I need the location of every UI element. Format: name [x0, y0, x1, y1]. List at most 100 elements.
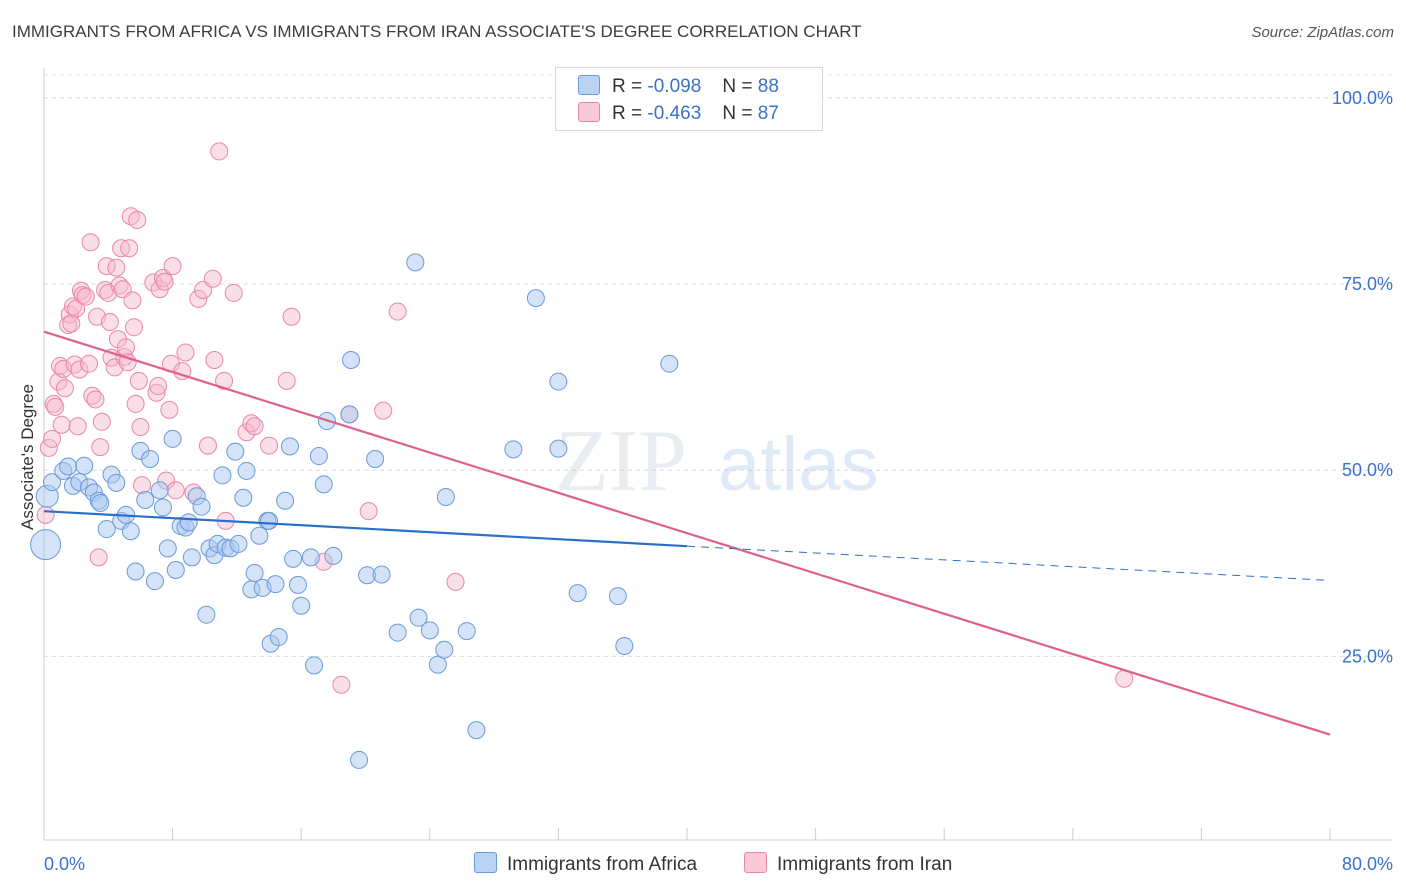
bottom-legend-label-iran: Immigrants from Iran [777, 854, 953, 875]
africa-point-30 [179, 513, 198, 532]
iran-point-41 [116, 338, 135, 357]
africa-point-47 [250, 526, 269, 545]
legend-iran-r-label: R = [612, 103, 643, 124]
iran-point-50 [131, 418, 150, 437]
africa-point-0 [30, 529, 62, 561]
africa-point-27 [166, 561, 185, 580]
iran-point-45 [123, 291, 142, 310]
africa-point-11 [91, 493, 110, 512]
iran-point-85 [374, 401, 393, 420]
africa-point-7 [75, 456, 94, 475]
iran-point-69 [203, 269, 222, 288]
africa-point-21 [141, 450, 160, 469]
bottom-legend-label-africa: Immigrants from Africa [507, 854, 698, 875]
iran-point-30 [97, 257, 116, 276]
africa-point-72 [409, 608, 428, 627]
iran-point-8 [54, 359, 73, 378]
legend-iran-n-value: 87 [757, 103, 779, 124]
watermark: ZIP atlas [555, 413, 879, 510]
legend-africa-n-value: 88 [757, 76, 779, 97]
africa-point-4 [59, 457, 78, 476]
iran-point-84 [359, 502, 378, 521]
source-label: Source: ZipAtlas.com [1251, 24, 1394, 41]
africa-point-86 [549, 439, 568, 458]
africa-point-79 [504, 440, 523, 459]
africa-point-24 [153, 498, 172, 517]
watermark-zip: ZIP [555, 413, 687, 510]
africa-point-22 [145, 572, 164, 591]
chart-title: IMMIGRANTS FROM AFRICA VS IMMIGRANTS FRO… [12, 22, 862, 41]
africa-point-34 [197, 605, 216, 624]
africa-point-25 [158, 539, 177, 558]
africa-point-85 [660, 354, 679, 373]
iran-point-70 [205, 350, 224, 369]
iran-point-6 [51, 356, 70, 375]
africa-point-2 [43, 473, 62, 492]
iran-point-76 [242, 414, 261, 433]
legend-africa-r-label: R = [612, 76, 643, 97]
africa-point-31 [182, 548, 201, 567]
iran-point-66 [189, 289, 208, 308]
africa-point-20 [136, 490, 155, 509]
legend-iran-r-value: -0.463 [647, 103, 702, 124]
iran-point-28 [92, 412, 111, 431]
iran-point-4 [46, 397, 65, 416]
iran-point-47 [126, 394, 145, 413]
africa-point-70 [388, 623, 407, 642]
iran-point-7 [52, 415, 71, 434]
africa-point-75 [435, 640, 454, 659]
y-tick-label-75: 75.0% [1342, 274, 1393, 294]
iran-point-27 [91, 438, 110, 457]
gridlines [44, 74, 1392, 657]
y-tick-label-50: 50.0% [1342, 460, 1393, 480]
africa-point-18 [126, 562, 145, 581]
iran-point-29 [96, 280, 115, 299]
iran-point-74 [224, 283, 243, 302]
bottom-legend-swatch-africa [474, 852, 497, 873]
iran-point-48 [128, 210, 147, 229]
africa-point-42 [229, 534, 248, 553]
africa-point-46 [245, 563, 264, 582]
iran-point-49 [129, 371, 148, 390]
iran-point-57 [155, 272, 174, 291]
iran-point-78 [260, 436, 279, 455]
trend-lines [43, 330, 1331, 736]
iran-point-43 [120, 239, 139, 258]
iran-point-0 [36, 505, 55, 524]
bottom-legend-swatch-iran [744, 852, 767, 873]
africa-point-17 [121, 522, 140, 541]
iran-point-53 [147, 383, 166, 402]
iran-point-87 [446, 572, 465, 591]
africa-point-76 [436, 488, 455, 507]
bottom-legend-iran: Immigrants from Iran [744, 852, 952, 876]
africa-point-14 [107, 473, 126, 492]
iran-point-51 [133, 476, 152, 495]
africa-point-59 [305, 656, 324, 675]
africa-point-74 [428, 655, 447, 674]
legend-africa-n-label: N = [722, 76, 753, 97]
africa-point-68 [366, 450, 385, 469]
africa-point-71 [406, 253, 425, 272]
iran-point-46 [125, 318, 144, 337]
iran-point-54 [149, 377, 168, 396]
africa-point-23 [150, 481, 169, 500]
iran-point-14 [65, 355, 84, 374]
x-tick-label-0: 0.0% [44, 854, 85, 874]
legend-row-africa: R = -0.098 N = 88 [578, 75, 779, 99]
iran-point-17 [70, 360, 89, 379]
africa-point-65 [342, 350, 361, 369]
africa-point-26 [163, 429, 182, 448]
africa-point-73 [420, 621, 439, 640]
iran-point-80 [282, 307, 301, 326]
africa-point-64 [340, 405, 359, 424]
africa-point-63 [324, 546, 343, 565]
africa-point-66 [350, 750, 369, 769]
iran-point-86 [388, 302, 407, 321]
y-axis-label: Associate's Degree [18, 384, 37, 530]
watermark-atlas: atlas [718, 422, 879, 507]
africa-point-33 [192, 497, 211, 516]
africa-point-87 [260, 511, 279, 530]
africa-trend-extension [686, 545, 1331, 581]
iran-point-77 [245, 417, 264, 436]
